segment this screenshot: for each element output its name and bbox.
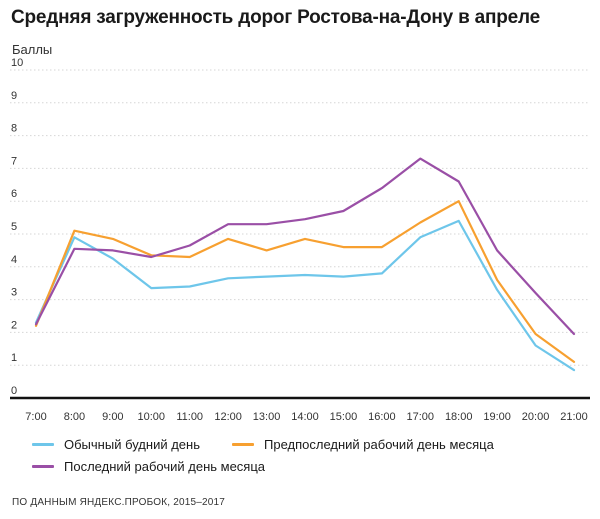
- y-tick-label: 4: [11, 254, 17, 266]
- x-tick-label: 12:00: [214, 411, 242, 423]
- series-line-2: [34, 157, 576, 336]
- x-tick-label: 9:00: [102, 411, 123, 423]
- x-tick-label: 11:00: [176, 411, 203, 423]
- y-tick-label: 3: [11, 287, 17, 299]
- x-tick-label: 15:00: [330, 411, 358, 423]
- legend-label-regular: Обычный будний день: [64, 437, 200, 452]
- legend-item-last: Последний рабочий день месяца: [32, 459, 265, 474]
- legend-swatch-last: [32, 465, 54, 468]
- y-tick-labels: 0 1 2 3 4 5 6 7 8 9 10: [11, 57, 23, 397]
- legend-item-penultimate: Предпоследний рабочий день месяца: [232, 437, 494, 452]
- legend-item-regular: Обычный будний день: [32, 437, 200, 452]
- x-tick-label: 21:00: [560, 411, 588, 423]
- legend-swatch-regular: [32, 443, 54, 446]
- x-tick-label: 18:00: [445, 411, 473, 423]
- legend-swatch-penultimate: [232, 443, 254, 446]
- y-tick-label: 2: [11, 319, 17, 331]
- y-tick-label: 5: [11, 221, 17, 233]
- y-tick-label: 7: [11, 155, 17, 167]
- x-tick-labels: 7:00 8:00 9:00 10:00 11:00 12:00 13:00 14:00 15:…: [25, 411, 587, 423]
- series-line-1: [34, 200, 576, 363]
- series-line-0: [34, 219, 576, 372]
- y-axis-label: Баллы: [12, 42, 53, 57]
- y-tick-label: 6: [11, 188, 17, 200]
- x-tick-label: 10:00: [138, 411, 166, 423]
- y-tick-label: 10: [11, 57, 23, 69]
- chart-title: Средняя загруженность дорог Ростова-на-Д…: [11, 7, 541, 28]
- x-tick-label: 14:00: [291, 411, 319, 423]
- x-tick-label: 19:00: [483, 411, 511, 423]
- x-tick-label: 20:00: [522, 411, 550, 423]
- y-tick-label: 8: [11, 123, 17, 135]
- series-lines: [34, 157, 576, 372]
- x-tick-label: 13:00: [253, 411, 281, 423]
- x-tick-label: 16:00: [368, 411, 396, 423]
- x-tick-label: 8:00: [64, 411, 85, 423]
- x-tick-label: 17:00: [407, 411, 435, 423]
- source-note: ПО ДАННЫМ ЯНДЕКС.ПРОБОК, 2015–2017: [12, 497, 226, 508]
- grid-lines: [10, 69, 590, 366]
- legend-label-penultimate: Предпоследний рабочий день месяца: [264, 437, 494, 452]
- legend-label-last: Последний рабочий день месяца: [64, 459, 266, 474]
- y-tick-label: 1: [11, 352, 17, 364]
- x-tick-label: 7:00: [25, 411, 46, 423]
- y-tick-label: 9: [11, 90, 17, 102]
- y-tick-label: 0: [11, 385, 17, 397]
